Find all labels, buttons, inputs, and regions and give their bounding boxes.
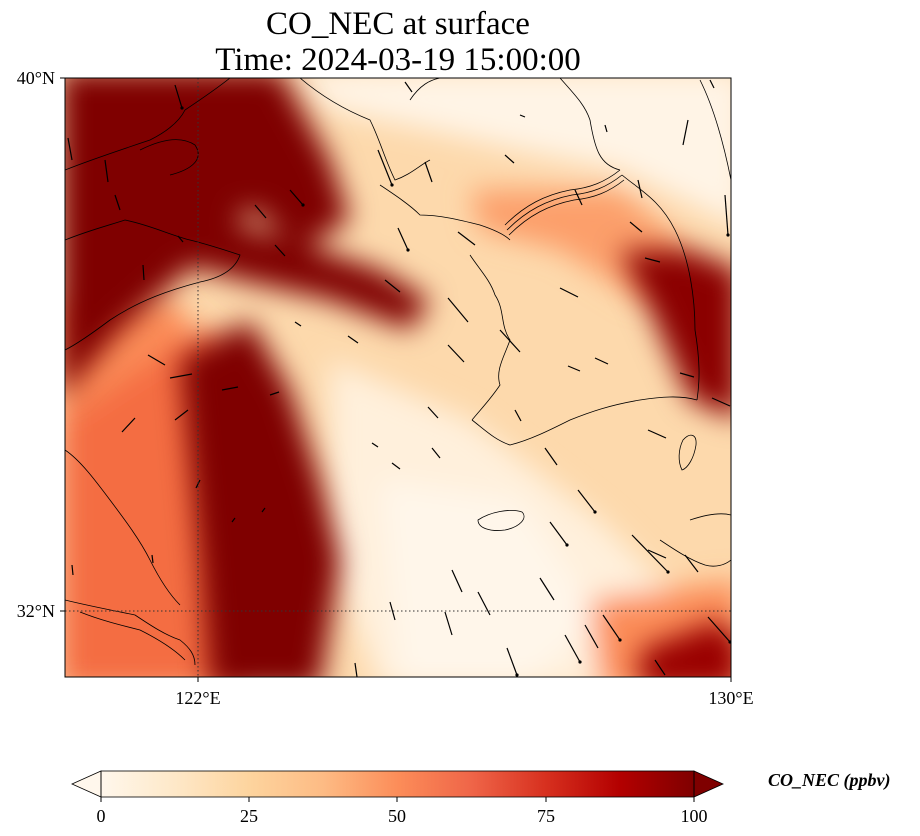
wind-vectors	[67, 79, 731, 677]
colorbar: 0 25 50 75 100	[71, 770, 724, 826]
colorbar-label: CO_NEC (ppbv)	[768, 770, 891, 790]
gridlines	[65, 78, 731, 677]
colorbar-tick-50: 50	[388, 806, 406, 826]
colorbar-tick-25: 25	[240, 806, 258, 826]
map-frame	[64, 77, 732, 678]
coastlines	[65, 78, 731, 666]
plot-title: CO_NEC at surface	[266, 6, 530, 42]
lat-tick-40: 40°N	[17, 68, 55, 88]
colorbar-min-extend	[71, 770, 102, 798]
plot-subtitle: Time: 2024-03-19 15:00:00	[215, 42, 581, 78]
wind-arrowheads	[180, 106, 731, 677]
colorbar-tick-100: 100	[681, 806, 708, 826]
lat-tick-32: 32°N	[17, 601, 55, 621]
colorbar-tick-0: 0	[97, 806, 106, 826]
colorbar-max-extend	[693, 770, 724, 798]
colorbar-tick-75: 75	[537, 806, 555, 826]
lon-tick-122: 122°E	[175, 688, 220, 708]
colorbar-gradient	[101, 771, 694, 797]
concentration-field	[65, 78, 731, 677]
axis-ticks	[60, 77, 732, 682]
lon-tick-130: 130°E	[708, 688, 753, 708]
